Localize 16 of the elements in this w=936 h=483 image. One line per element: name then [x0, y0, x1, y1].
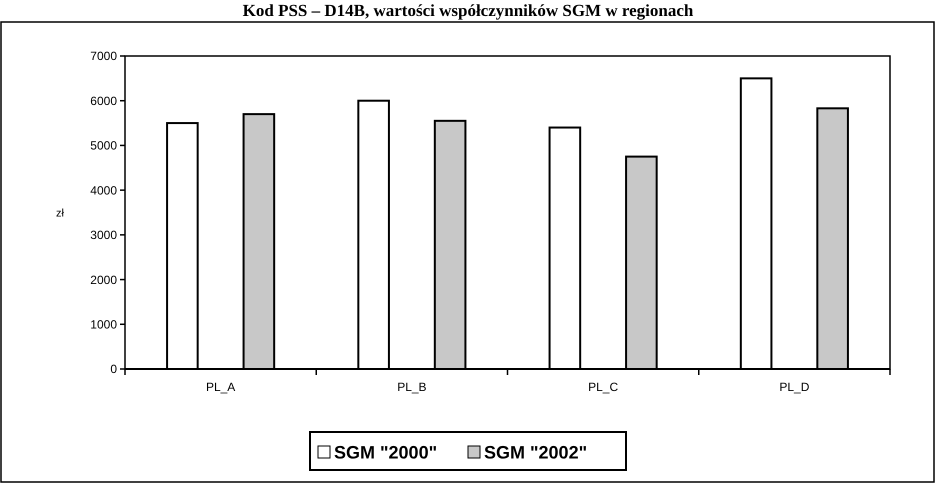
y-tick-label: 3000	[90, 228, 118, 242]
y-tick-label: 1000	[90, 317, 118, 332]
y-tick-label: 5000	[90, 138, 118, 153]
y-tick-label: 4000	[90, 183, 118, 198]
y-axis-title: zł	[56, 207, 65, 220]
y-tick-label: 7000	[90, 49, 118, 64]
y-tick-label: 6000	[90, 94, 118, 108]
x-tick-label: PL_B	[397, 380, 427, 394]
legend-label: SGM "2000"	[334, 442, 438, 462]
chart-title: Kod PSS – D14B, wartości współczynników SGM w regionach	[242, 1, 694, 20]
legend-label: SGM "2002"	[484, 442, 588, 462]
y-tick-label: 0	[110, 362, 118, 376]
x-tick-label: PL_C	[588, 380, 618, 394]
x-tick-label: PL_A	[206, 380, 236, 394]
x-tick-label: PL_D	[779, 380, 810, 394]
y-tick-label: 2000	[90, 272, 118, 287]
